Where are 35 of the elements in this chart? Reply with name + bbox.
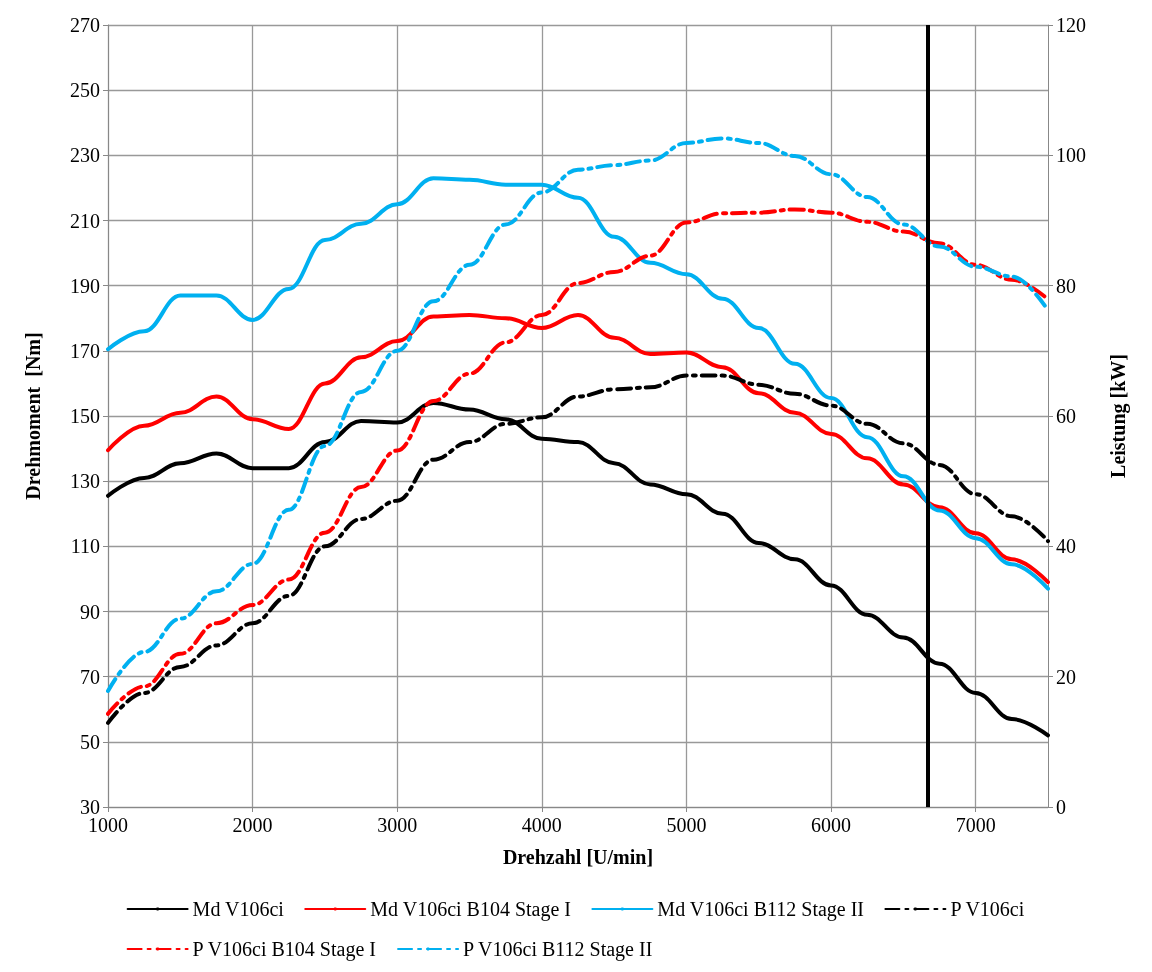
x-tick-label: 7000 <box>955 814 996 836</box>
y2-tick-label: 100 <box>1056 144 1086 167</box>
y2-tick-label: 120 <box>1056 14 1086 36</box>
y2-tick-label: 0 <box>1056 796 1066 818</box>
x-tick-label: 3000 <box>377 814 418 836</box>
x-tick-label: 2000 <box>232 814 273 836</box>
y-tick-label: 70 <box>80 665 100 688</box>
y-tick-label: 190 <box>70 274 100 297</box>
line-series <box>106 136 1050 693</box>
legend-label: P V106ci <box>950 898 1025 920</box>
y-tick-label: 230 <box>70 144 100 167</box>
y-tick-label: 250 <box>70 79 100 102</box>
legend-label: P V106ci B104 Stage I <box>192 938 376 961</box>
x-axis-title: Drehzahl [U/min] <box>502 846 654 868</box>
y2-tick-label: 40 <box>1056 535 1076 558</box>
y2-tick-label: 20 <box>1056 665 1076 688</box>
x-tick-label: 5000 <box>666 814 707 836</box>
x-tick-label: 6000 <box>811 814 852 836</box>
y-tick-label: 270 <box>70 14 100 36</box>
legend-label: Md V106ci B112 Stage II <box>657 898 865 921</box>
y-tick-label: 50 <box>80 730 100 753</box>
y-tick-label: 170 <box>70 339 100 362</box>
y-axis-title: Drehmoment [Nm] <box>22 332 44 500</box>
y2-axis-title: Leistung [kW] <box>1107 354 1130 478</box>
y2-tick-label: 60 <box>1056 405 1076 427</box>
y-tick-label: 90 <box>80 600 100 623</box>
y-tick-label: 110 <box>70 535 100 558</box>
legend-label: P V106ci B112 Stage II <box>463 938 653 961</box>
x-tick-label: 4000 <box>521 814 562 836</box>
legend-label: Md V106ci <box>192 898 285 920</box>
y-tick-label: 150 <box>70 405 100 427</box>
legend-label: Md V106ci B104 Stage I <box>370 898 572 921</box>
y2-tick-label: 80 <box>1056 274 1076 297</box>
y-tick-label: 210 <box>70 209 100 232</box>
y-tick-label: 130 <box>70 470 100 493</box>
